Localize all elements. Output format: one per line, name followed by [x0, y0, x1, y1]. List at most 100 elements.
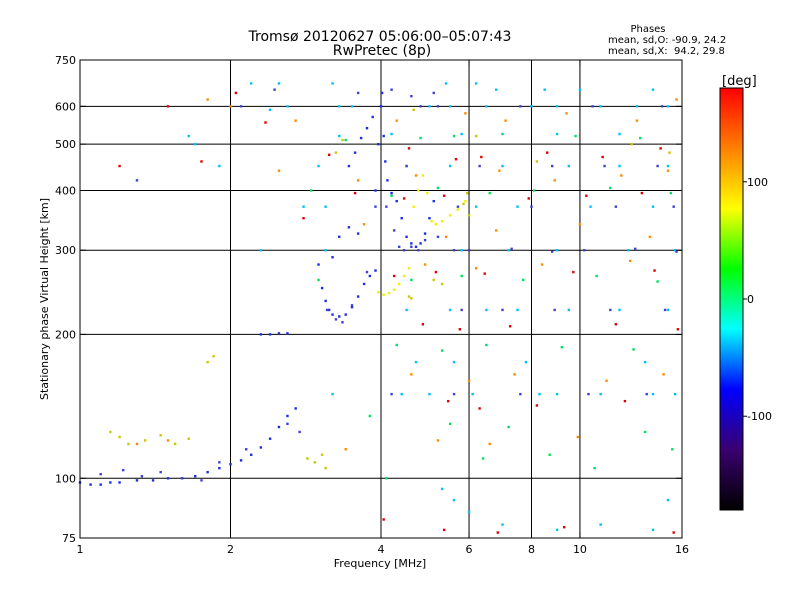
data-point	[344, 448, 347, 451]
data-point	[395, 343, 398, 347]
data-point	[259, 333, 263, 336]
data-point	[385, 205, 388, 208]
data-point	[386, 179, 389, 182]
data-point	[467, 249, 471, 252]
data-point	[666, 169, 670, 172]
y-tick-label: 500	[55, 138, 76, 151]
data-point	[368, 414, 372, 418]
data-point	[417, 249, 420, 252]
data-point	[392, 288, 396, 291]
data-point	[659, 147, 662, 150]
data-point	[645, 392, 648, 396]
y-tick-label: 300	[55, 244, 76, 257]
data-point	[402, 249, 406, 252]
data-point	[614, 205, 618, 208]
data-point	[286, 332, 289, 335]
data-point	[432, 91, 435, 95]
data-point	[462, 202, 465, 206]
data-point	[89, 483, 92, 486]
data-point	[121, 468, 125, 472]
data-point	[356, 179, 360, 182]
data-point	[353, 151, 357, 154]
data-point	[675, 250, 678, 253]
data-point	[618, 132, 621, 136]
data-point	[410, 278, 413, 282]
data-point	[460, 308, 463, 312]
data-point	[452, 249, 456, 252]
data-point	[651, 205, 655, 208]
data-point	[344, 138, 347, 142]
data-point	[555, 528, 559, 532]
data-point	[635, 105, 639, 108]
grid-lines	[80, 60, 682, 538]
colorbar-unit-label: [deg]	[722, 74, 757, 89]
data-point	[118, 435, 121, 439]
data-point	[501, 132, 504, 136]
data-point	[522, 278, 525, 282]
colorbar	[719, 87, 744, 511]
data-point	[341, 138, 344, 142]
data-point	[478, 164, 481, 168]
data-point	[402, 274, 406, 278]
data-point	[467, 510, 471, 514]
data-point	[452, 134, 456, 138]
data-point	[467, 379, 471, 382]
data-point	[347, 226, 351, 229]
data-point	[474, 134, 478, 138]
data-point	[474, 82, 478, 85]
data-point	[498, 169, 501, 172]
data-point	[206, 360, 209, 364]
data-point	[440, 220, 444, 223]
data-point	[442, 194, 446, 197]
data-point	[259, 249, 263, 252]
title-line1: Tromsø 20120627 05:06:00–05:07:43	[248, 29, 512, 45]
data-point	[365, 126, 369, 130]
data-point	[572, 270, 575, 274]
data-point	[194, 142, 197, 146]
data-point	[538, 392, 541, 396]
data-point	[187, 134, 190, 138]
data-point	[239, 459, 243, 462]
data-point	[675, 98, 678, 101]
data-point	[467, 214, 471, 217]
colorbar-tick-label: -100	[747, 410, 772, 423]
data-point	[317, 263, 320, 266]
data-point	[485, 343, 488, 347]
data-point	[651, 88, 655, 91]
data-point	[313, 461, 317, 464]
data-point	[474, 205, 478, 208]
data-point	[166, 105, 170, 108]
data-point	[504, 119, 507, 122]
data-point	[640, 191, 644, 195]
colorbar-tick-label: 0	[747, 293, 754, 306]
x-tick-label: 6	[466, 543, 473, 556]
data-point	[286, 414, 289, 418]
x-axis-label: Frequency [MHz]	[334, 557, 426, 570]
data-point	[666, 308, 670, 312]
phases-title: Phases	[630, 24, 665, 35]
data-point	[576, 435, 579, 439]
data-point	[540, 263, 544, 266]
data-point	[464, 199, 467, 203]
data-point	[630, 142, 634, 146]
data-point	[380, 91, 384, 95]
data-point	[440, 487, 444, 491]
data-point	[436, 105, 440, 108]
data-point	[218, 164, 221, 168]
phases-o-stats: mean, sd,O: -90.9, 24.2	[608, 35, 726, 46]
data-point	[452, 360, 456, 364]
data-point	[410, 245, 413, 248]
data-point	[374, 205, 377, 208]
data-point	[395, 199, 398, 203]
data-point	[460, 274, 463, 278]
data-point	[317, 278, 320, 282]
data-point	[334, 318, 338, 321]
data-point	[353, 191, 357, 195]
data-point	[365, 270, 369, 274]
y-axis-label: Stationary phase Virtual Height [km]	[38, 198, 51, 400]
data-point	[643, 430, 647, 434]
data-point	[268, 333, 272, 336]
data-point	[405, 308, 408, 312]
data-point	[666, 164, 670, 168]
